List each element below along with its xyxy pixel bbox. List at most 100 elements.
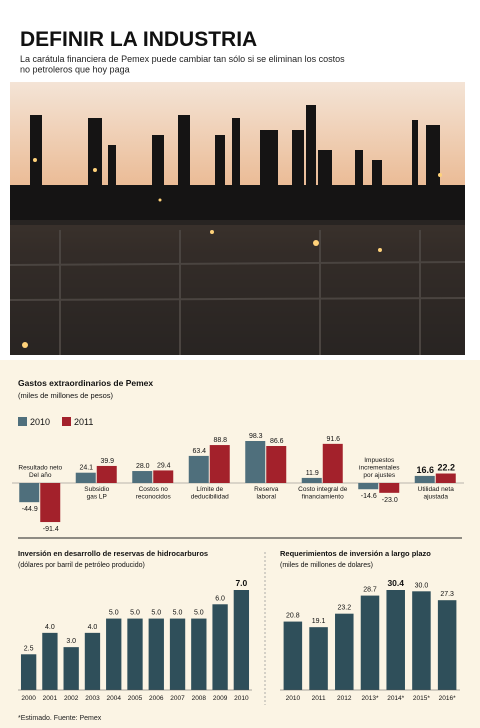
- legend-label: 2010: [30, 417, 50, 427]
- bar: [212, 604, 228, 690]
- bar: [148, 618, 164, 690]
- value-label: 39.9: [100, 458, 114, 465]
- x-tick-label: 2006: [149, 695, 164, 702]
- value-label: 5.0: [151, 610, 161, 617]
- bar: [245, 441, 266, 483]
- value-label: 22.2: [437, 463, 455, 473]
- x-tick-label: Utilidad neta ajustada: [418, 486, 455, 500]
- x-tick-label: 2003: [85, 695, 100, 702]
- bar: [40, 483, 61, 523]
- value-label: -44.9: [22, 506, 38, 513]
- chart-subtitle: (miles de millones de dolares): [280, 562, 373, 569]
- value-label: 63.4: [192, 448, 206, 455]
- x-tick-label: 2002: [64, 695, 79, 702]
- value-label: 3.0: [66, 638, 76, 645]
- value-label: 5.0: [109, 610, 119, 617]
- x-tick-label: Subsidio gas LP: [84, 486, 109, 500]
- value-label: 86.6: [270, 438, 284, 445]
- bar: [412, 591, 431, 690]
- bar: [437, 600, 457, 690]
- value-label: 4.0: [45, 624, 55, 631]
- x-tick-label: 2010: [234, 695, 249, 702]
- bar: [266, 445, 287, 483]
- x-tick-label: 2014*: [387, 695, 404, 702]
- chart-title: Requerimientos de inversión a largo plaz…: [280, 549, 431, 558]
- bar: [132, 471, 153, 483]
- x-tick-label: 2001: [43, 695, 58, 702]
- footnote: *Estimado. Fuente: Pemex: [18, 715, 102, 722]
- bar: [209, 445, 230, 483]
- bar: [283, 621, 303, 690]
- bar: [169, 618, 186, 690]
- x-tick-label: Resultado neto Del año: [18, 465, 62, 479]
- bar: [386, 590, 405, 690]
- bar: [106, 618, 122, 690]
- legend-swatch: [18, 417, 27, 426]
- value-label: -14.6: [361, 493, 377, 500]
- bar: [96, 465, 117, 483]
- value-label: 27.3: [440, 591, 454, 598]
- x-tick-label: Costos no reconocidos: [136, 486, 172, 500]
- bar: [301, 477, 322, 483]
- x-tick-label: 2011: [312, 695, 326, 702]
- chart-subtitle: (dólares por barril de petróleo producid…: [18, 562, 145, 569]
- value-label: -91.4: [43, 526, 59, 533]
- value-label: 30.4: [387, 578, 404, 588]
- value-label: 91.6: [326, 436, 340, 443]
- value-label: 2.5: [24, 645, 34, 652]
- value-label: 5.0: [173, 610, 183, 617]
- bar: [127, 618, 143, 690]
- x-tick-label: 2013*: [362, 695, 379, 702]
- bar: [358, 483, 379, 490]
- value-label: 11.9: [306, 470, 319, 477]
- value-label: 98.3: [249, 433, 263, 440]
- bar: [322, 443, 343, 483]
- bar: [309, 627, 328, 690]
- bar: [75, 472, 96, 483]
- x-tick-label: Impuestos incrementales por ajustes: [359, 457, 400, 479]
- x-tick-label: Reserva laboral: [254, 486, 279, 500]
- x-tick-label: 2007: [170, 695, 185, 702]
- legend-swatch: [62, 417, 71, 426]
- x-tick-label: 2005: [128, 695, 143, 702]
- page-subtitle: La carátula financiera de Pemex puede ca…: [20, 54, 345, 74]
- value-label: 88.8: [213, 437, 227, 444]
- value-label: 16.6: [416, 465, 434, 475]
- x-tick-label: 2000: [21, 695, 36, 702]
- bar: [20, 654, 37, 690]
- chart-title: Inversión en desarrollo de reservas de h…: [18, 549, 208, 558]
- x-tick-label: 2015*: [413, 695, 430, 702]
- photo: [9, 82, 466, 355]
- bar: [188, 455, 209, 483]
- value-label: 29.4: [157, 462, 171, 469]
- bar: [19, 483, 40, 503]
- x-tick-label: 2004: [106, 695, 121, 702]
- value-label: 28.7: [363, 587, 377, 594]
- bar: [379, 483, 400, 493]
- value-label: 30.0: [415, 582, 429, 589]
- bar: [191, 618, 207, 690]
- bar: [360, 595, 380, 690]
- bar: [84, 632, 101, 690]
- x-tick-label: 2010: [286, 695, 301, 702]
- bar: [63, 647, 79, 690]
- value-label: 28.0: [136, 463, 150, 470]
- value-label: 6.0: [215, 595, 225, 602]
- x-tick-label: 2008: [192, 695, 207, 702]
- value-label: -23.0: [382, 497, 398, 504]
- bar: [414, 475, 435, 483]
- bar: [233, 590, 250, 690]
- value-label: 20.8: [286, 613, 300, 620]
- value-label: 5.0: [194, 610, 204, 617]
- x-tick-label: 2009: [213, 695, 228, 702]
- value-label: 7.0: [235, 578, 247, 588]
- value-label: 24.1: [79, 465, 93, 472]
- chart-subtitle: (miles de millones de pesos): [18, 391, 114, 400]
- chart-title: Gastos extraordinarios de Pemex: [18, 378, 153, 388]
- value-label: 4.0: [88, 624, 98, 631]
- x-tick-label: 2012: [337, 695, 352, 702]
- page-title: DEFINIR LA INDUSTRIA: [20, 28, 257, 51]
- value-label: 5.0: [130, 610, 140, 617]
- value-label: 23.2: [337, 605, 351, 612]
